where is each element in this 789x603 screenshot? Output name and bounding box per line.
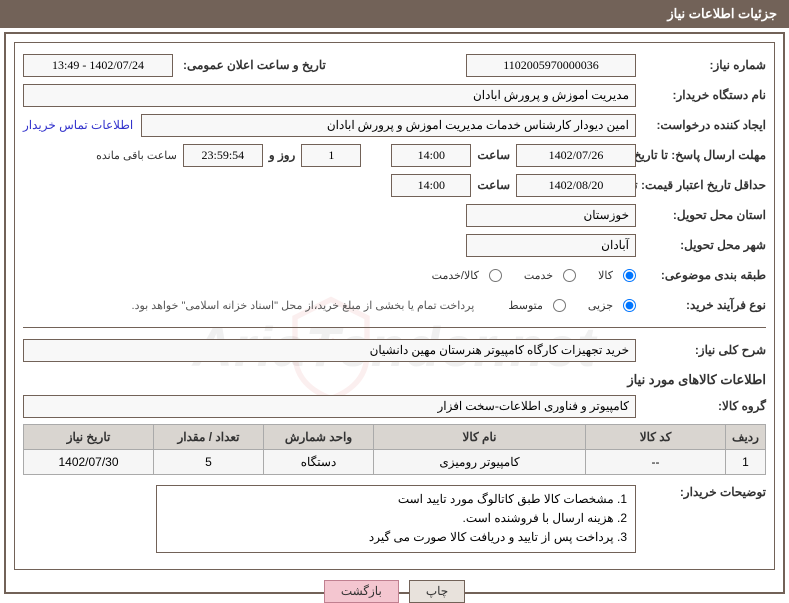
table-cell: دستگاه (264, 450, 374, 475)
radio-medium-label: متوسط (508, 299, 549, 312)
need-desc-label: شرح کلی نیاز: (636, 343, 766, 357)
city-label: شهر محل تحویل: (636, 238, 766, 252)
back-button[interactable]: بازگشت (324, 580, 399, 603)
radio-service-label: خدمت (524, 269, 559, 282)
announce-dt-value: 1402/07/24 - 13:49 (23, 54, 173, 77)
items-th: تعداد / مقدار (154, 425, 264, 450)
radio-goods[interactable] (623, 269, 636, 282)
note-line: 1. مشخصات کالا طبق کاتالوگ مورد تایید اس… (165, 490, 627, 509)
items-th: کد کالا (586, 425, 726, 450)
table-cell: -- (586, 450, 726, 475)
items-th: تاریخ نیاز (24, 425, 154, 450)
table-row: 1--کامپیوتر رومیزیدستگاه51402/07/30 (24, 450, 766, 475)
subject-class-label: طبقه بندی موضوعی: (636, 268, 766, 282)
goods-group-label: گروه کالا: (636, 399, 766, 413)
radio-small[interactable] (623, 299, 636, 312)
hour-label-1: ساعت (471, 148, 516, 162)
radio-small-label: جزیی (588, 299, 619, 312)
need-no-value: 1102005970000036 (466, 54, 636, 77)
remain-time-value: 23:59:54 (183, 144, 263, 167)
table-cell: 1402/07/30 (24, 450, 154, 475)
need-no-label: شماره نیاز: (636, 58, 766, 72)
remaining-label: ساعت باقی مانده (96, 149, 183, 162)
requester-value: امین دیودار کارشناس خدمات مدیریت اموزش و… (141, 114, 636, 137)
hour-label-2: ساعت (471, 178, 516, 192)
items-th: نام کالا (374, 425, 586, 450)
day-and-label: روز و (263, 148, 302, 162)
province-label: استان محل تحویل: (636, 208, 766, 222)
table-cell: کامپیوتر رومیزی (374, 450, 586, 475)
details-panel: شماره نیاز: 1102005970000036 تاریخ و ساع… (14, 42, 775, 570)
table-cell: 1 (726, 450, 766, 475)
goods-group-value: کامپیوتر و فناوری اطلاعات-سخت افزار (23, 395, 636, 418)
payment-note: پرداخت تمام یا بخشی از مبلغ خرید،از محل … (132, 299, 481, 312)
buyer-notes-label: توضیحات خریدار: (636, 485, 766, 499)
items-th: واحد شمارش (264, 425, 374, 450)
city-value: آبادان (466, 234, 636, 257)
province-value: خوزستان (466, 204, 636, 227)
items-section-title: اطلاعات کالاهای مورد نیاز (23, 372, 766, 388)
main-container: AriaTender.net شماره نیاز: 1102005970000… (4, 32, 785, 594)
radio-goods-label: کالا (598, 269, 619, 282)
radio-both-label: کالا/خدمت (432, 269, 485, 282)
items-table: ردیفکد کالانام کالاواحد شمارشتعداد / مقد… (23, 424, 766, 475)
quote-validity-label: حداقل تاریخ اعتبار قیمت: تا تاریخ: (636, 178, 766, 192)
radio-medium[interactable] (553, 299, 566, 312)
buyer-org-label: نام دستگاه خریدار: (636, 88, 766, 102)
reply-time-value: 14:00 (391, 144, 471, 167)
contact-buyer-link[interactable]: اطلاعات تماس خریدار (23, 118, 133, 132)
radio-service[interactable] (563, 269, 576, 282)
note-line: 3. پرداخت پس از تایید و دریافت کالا صورت… (165, 528, 627, 547)
reply-deadline-label: مهلت ارسال پاسخ: تا تاریخ: (636, 148, 766, 162)
purchase-type-label: نوع فرآیند خرید: (636, 298, 766, 312)
announce-dt-label: تاریخ و ساعت اعلان عمومی: (179, 58, 326, 72)
validity-date-value: 1402/08/20 (516, 174, 636, 197)
reply-date-value: 1402/07/26 (516, 144, 636, 167)
print-button[interactable]: چاپ (409, 580, 465, 603)
table-cell: 5 (154, 450, 264, 475)
note-line: 2. هزینه ارسال با فروشنده است. (165, 509, 627, 528)
page-title: جزئیات اطلاعات نیاز (0, 0, 789, 28)
requester-label: ایجاد کننده درخواست: (636, 118, 766, 132)
need-desc-value: خرید تجهیزات کارگاه کامپیوتر هنرستان مهی… (23, 339, 636, 362)
validity-time-value: 14:00 (391, 174, 471, 197)
remain-days-value: 1 (301, 144, 361, 167)
items-th: ردیف (726, 425, 766, 450)
buyer-org-value: مدیریت اموزش و پرورش ابادان (23, 84, 636, 107)
radio-both[interactable] (489, 269, 502, 282)
buyer-notes-box: 1. مشخصات کالا طبق کاتالوگ مورد تایید اس… (156, 485, 636, 553)
